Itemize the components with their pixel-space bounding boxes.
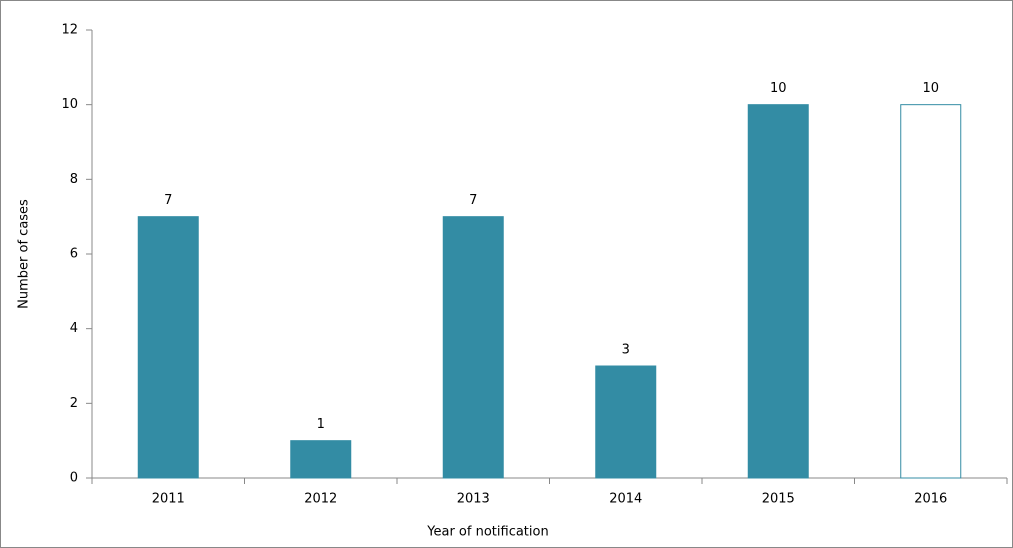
y-tick-label: 6 (70, 247, 78, 262)
data-label: 1 (317, 417, 325, 432)
data-label: 3 (622, 343, 630, 358)
data-label: 7 (164, 193, 172, 208)
y-tick-label: 2 (70, 396, 78, 411)
bar (290, 440, 352, 479)
x-tick-label: 2013 (457, 492, 490, 507)
x-tick-label: 2014 (609, 492, 642, 507)
data-label: 10 (770, 81, 787, 96)
bar (137, 216, 199, 479)
y-tick-label: 4 (70, 321, 78, 336)
data-label: 7 (469, 193, 477, 208)
y-axis-label: Number of cases (17, 199, 32, 309)
y-tick-label: 12 (61, 23, 78, 38)
x-axis-label: Year of notification (426, 525, 548, 540)
y-tick-label: 8 (70, 172, 78, 187)
data-label: 10 (922, 81, 939, 96)
x-tick-label: 2015 (762, 492, 795, 507)
bar (595, 365, 657, 479)
x-tick-label: 2011 (152, 492, 185, 507)
bar (900, 104, 962, 479)
bar (747, 104, 809, 479)
x-tick-label: 2016 (914, 492, 947, 507)
y-tick-label: 0 (70, 471, 78, 486)
x-tick-label: 2012 (304, 492, 337, 507)
bar (442, 216, 504, 479)
y-tick-label: 10 (61, 97, 78, 112)
